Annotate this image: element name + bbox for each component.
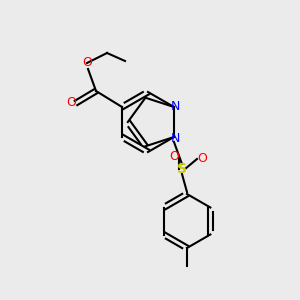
Text: N: N [170,100,180,112]
Text: O: O [197,152,207,164]
Text: O: O [66,95,76,109]
Text: N: N [170,131,180,145]
Text: S: S [177,162,187,176]
Text: O: O [169,151,179,164]
Text: O: O [82,56,92,70]
